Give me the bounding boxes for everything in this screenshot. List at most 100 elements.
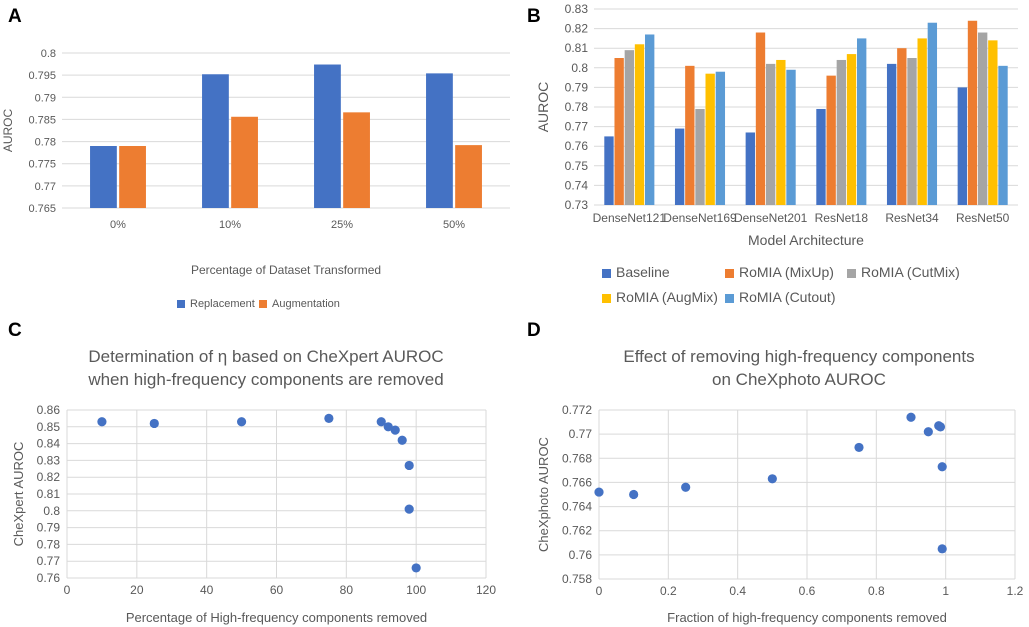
y-tick-label: 0.77 <box>37 554 61 568</box>
bar-romia-mixup--resnet18 <box>826 75 836 205</box>
bar-romia-cutmix--densenet169 <box>695 108 705 205</box>
x-tick-label: DenseNet169 <box>663 211 737 225</box>
y-tick-label: 0.81 <box>565 41 589 55</box>
y-tick-label: 0.764 <box>562 500 592 514</box>
y-tick-label: 0.76 <box>565 139 589 153</box>
legend-swatch <box>602 269 611 278</box>
data-point <box>404 460 414 471</box>
panel-letter-b: B <box>527 6 541 27</box>
bar-baseline-resnet34 <box>886 63 897 205</box>
legend-label: Replacement <box>190 298 255 310</box>
bar-romia-cutmix--resnet50 <box>977 32 988 205</box>
bar-replacement-50- <box>426 73 453 208</box>
y-tick-label: 0.795 <box>28 70 56 82</box>
data-point <box>149 418 159 429</box>
y-tick-label: 0.78 <box>35 137 56 149</box>
y-tick-label: 0.77 <box>565 120 589 134</box>
chart-title: Determination of η based on CheXpert AUR… <box>88 347 443 366</box>
bar-replacement-25- <box>314 64 341 208</box>
y-tick-label: 0.83 <box>37 453 61 467</box>
y-tick-label: 0.78 <box>565 100 589 114</box>
x-axis-label: Fraction of high-frequency components re… <box>667 610 947 625</box>
bar-baseline-densenet201 <box>745 132 755 205</box>
y-tick-label: 0.766 <box>562 475 592 489</box>
x-tick-label: DenseNet201 <box>734 211 808 225</box>
y-tick-label: 0.772 <box>562 403 592 417</box>
y-tick-label: 0.77 <box>35 181 56 193</box>
bar-romia-cutout--resnet18 <box>857 38 867 206</box>
legend-swatch <box>177 300 185 308</box>
bar-augmentation-0- <box>119 146 146 208</box>
data-point <box>594 487 604 497</box>
x-tick-label: 0.4 <box>729 584 746 598</box>
bar-romia-mixup--densenet169 <box>685 65 695 205</box>
data-point <box>324 413 334 423</box>
x-tick-label: 50% <box>443 219 465 231</box>
legend-swatch <box>259 300 267 308</box>
bar-romia-cutmix--resnet18 <box>836 59 847 206</box>
bar-romia-mixup--densenet121 <box>614 58 624 205</box>
x-tick-label: 40 <box>200 583 214 597</box>
legend-label: Baseline <box>616 264 670 280</box>
data-point <box>923 427 933 437</box>
legend-swatch <box>602 294 611 303</box>
data-point <box>383 422 393 432</box>
y-axis-label: CheXpert AUROC <box>11 442 26 547</box>
data-point <box>767 474 777 484</box>
x-tick-label: 1 <box>942 584 949 598</box>
bar-romia-cutmix--resnet34 <box>907 58 917 205</box>
x-axis-label: Model Architecture <box>748 232 864 248</box>
data-point <box>236 417 247 427</box>
panel-letter-c: C <box>8 320 22 341</box>
x-axis-label: Percentage of Dataset Transformed <box>191 263 381 277</box>
data-point <box>935 422 946 432</box>
bar-romia-mixup--resnet34 <box>897 48 907 206</box>
y-tick-label: 0.86 <box>37 403 61 417</box>
x-tick-label: 60 <box>270 583 284 597</box>
x-tick-label: ResNet34 <box>885 211 939 225</box>
chart-title: Effect of removing high-frequency compon… <box>623 347 974 366</box>
bar-romia-augmix--densenet201 <box>776 59 786 206</box>
y-tick-label: 0.82 <box>37 470 61 484</box>
y-tick-label: 0.775 <box>28 159 56 171</box>
chart-c: 0.76 0.77 0.78 0.79 0.8 0.81 0.82 0.83 0.84 0.85 0… <box>11 347 496 625</box>
x-tick-label: 20 <box>130 583 144 597</box>
bar-replacement-10- <box>202 74 229 208</box>
y-axis-label: CheXphoto AUROC <box>536 437 551 552</box>
panel-letter-a: A <box>8 6 22 27</box>
data-point <box>629 489 639 500</box>
chart-d: 0.758 0.76 0.762 0.764 0.766 0.768 0.77 0.772 0 0… <box>536 347 1024 625</box>
y-axis-label: AUROC <box>535 82 551 133</box>
y-tick-label: 0.76 <box>37 571 61 585</box>
chart-subtitle: on CheXphoto AUROC <box>712 370 886 389</box>
bar-baseline-resnet50 <box>957 87 967 205</box>
bar-romia-mixup--densenet201 <box>755 32 766 205</box>
y-axis-label: AUROC <box>1 109 15 153</box>
data-point <box>906 412 916 422</box>
bar-romia-mixup--resnet50 <box>967 20 978 206</box>
bar-romia-cutout--densenet121 <box>645 34 655 206</box>
bar-romia-cutout--resnet34 <box>927 22 938 205</box>
y-tick-label: 0.76 <box>569 548 593 562</box>
bar-romia-augmix--resnet50 <box>988 40 998 205</box>
y-tick-label: 0.8 <box>43 504 60 518</box>
bar-baseline-densenet121 <box>604 136 614 205</box>
x-tick-label: 80 <box>340 583 354 597</box>
bar-baseline-densenet169 <box>674 128 685 205</box>
y-tick-label: 0.73 <box>565 198 589 212</box>
data-point <box>390 425 400 435</box>
x-tick-label: 25% <box>331 219 353 231</box>
x-tick-label: 0 <box>64 583 71 597</box>
x-tick-label: 10% <box>219 219 241 231</box>
legend-swatch <box>847 269 856 278</box>
bar-romia-cutmix--densenet121 <box>624 50 635 205</box>
x-axis-label: Percentage of High-frequency components … <box>126 610 427 625</box>
y-tick-label: 0.82 <box>565 22 589 36</box>
y-tick-label: 0.75 <box>565 159 589 173</box>
bar-romia-augmix--resnet18 <box>846 54 857 205</box>
legend-label: RoMIA (MixUp) <box>739 264 834 280</box>
y-tick-label: 0.84 <box>37 437 61 451</box>
chart-subtitle: when high-frequency components are remov… <box>87 370 443 389</box>
x-tick-label: 0.2 <box>660 584 677 598</box>
